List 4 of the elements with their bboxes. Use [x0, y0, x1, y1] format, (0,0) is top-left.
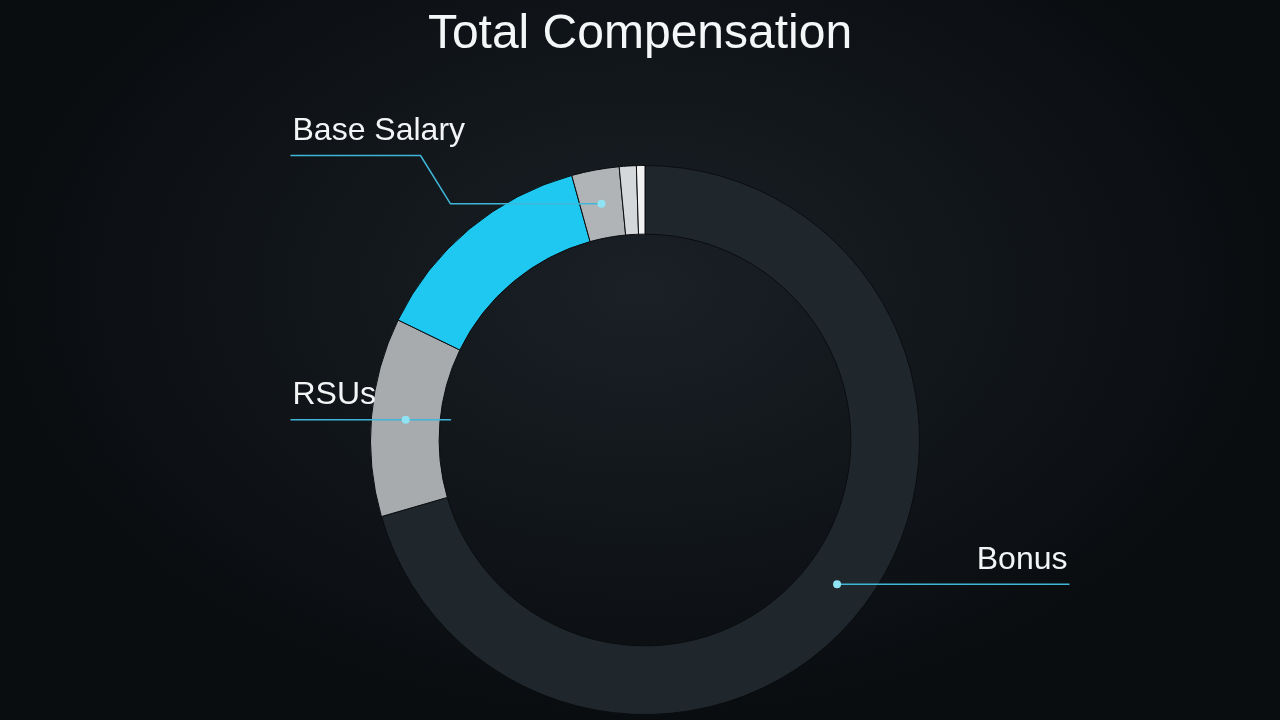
slice-label: Base Salary	[292, 111, 466, 148]
chart-title: Total Compensation	[426, 4, 854, 59]
slice-label: Bonus	[976, 540, 1068, 577]
slice-label: RSUs	[292, 375, 377, 412]
